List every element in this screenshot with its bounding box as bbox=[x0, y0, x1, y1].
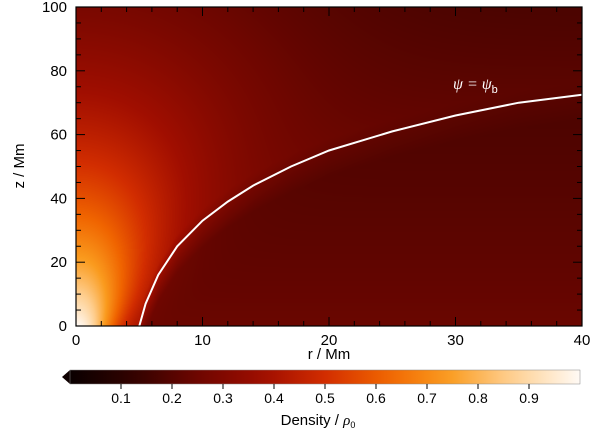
colorbar-tick-label: 0.5 bbox=[315, 390, 335, 406]
colorbar-label-symbol: ρ bbox=[342, 413, 350, 429]
colorbar-under-arrow bbox=[62, 370, 70, 384]
psi-contour-line bbox=[138, 93, 582, 326]
colorbar-label-subscript: 0 bbox=[350, 420, 355, 430]
colorbar-tick-label: 0.1 bbox=[111, 390, 131, 406]
x-tick-label: 20 bbox=[321, 332, 338, 349]
axis-ticks bbox=[75, 6, 583, 327]
x-tick-label: 0 bbox=[72, 332, 80, 349]
colorbar-tick-label: 0.3 bbox=[213, 390, 233, 406]
colorbar: 0.1 0.2 0.3 0.4 0.5 0.6 0.7 0.8 0.9 Density / ρ0 bbox=[62, 369, 581, 430]
colorbar-ticks: 0.1 0.2 0.3 0.4 0.5 0.6 0.7 0.8 0.9 bbox=[111, 384, 539, 406]
colorbar-label: Density / ρ0 bbox=[281, 412, 356, 430]
annotation-subscript: b bbox=[492, 84, 498, 96]
x-tick-label: 40 bbox=[574, 332, 591, 349]
plot-area: ψ = ψb bbox=[75, 6, 583, 327]
y-tick-label: 100 bbox=[42, 0, 67, 16]
colorbar-gradient bbox=[70, 370, 580, 384]
colorbar-tick-label: 0.4 bbox=[264, 390, 284, 406]
x-tick-label: 30 bbox=[447, 332, 464, 349]
x-tick-label: 10 bbox=[194, 332, 211, 349]
colorbar-tick-label: 0.7 bbox=[417, 390, 437, 406]
axis-tick-labels: 0 10 20 30 40 0 20 40 60 80 100 bbox=[42, 0, 590, 349]
y-tick-label: 40 bbox=[50, 190, 67, 207]
colorbar-label-main: Density / bbox=[281, 412, 344, 429]
y-tick-label: 60 bbox=[50, 127, 67, 144]
y-tick-label: 20 bbox=[50, 254, 67, 271]
density-heatmap bbox=[76, 7, 582, 326]
annotation-main: ψ = ψ bbox=[453, 76, 493, 93]
colorbar-tick-label: 0.9 bbox=[519, 390, 539, 406]
colorbar-tick-label: 0.2 bbox=[162, 390, 182, 406]
x-axis-title: r / Mm bbox=[308, 346, 351, 363]
svg-text:ψ = ψb: ψ = ψb bbox=[453, 76, 498, 96]
colorbar-tick-label: 0.8 bbox=[468, 390, 488, 406]
contour-annotation: ψ = ψb bbox=[453, 76, 498, 96]
y-tick-label: 80 bbox=[50, 63, 67, 80]
colorbar-tick-label: 0.6 bbox=[366, 390, 386, 406]
y-tick-label: 0 bbox=[59, 318, 67, 335]
y-axis-title: z / Mm bbox=[11, 144, 28, 189]
